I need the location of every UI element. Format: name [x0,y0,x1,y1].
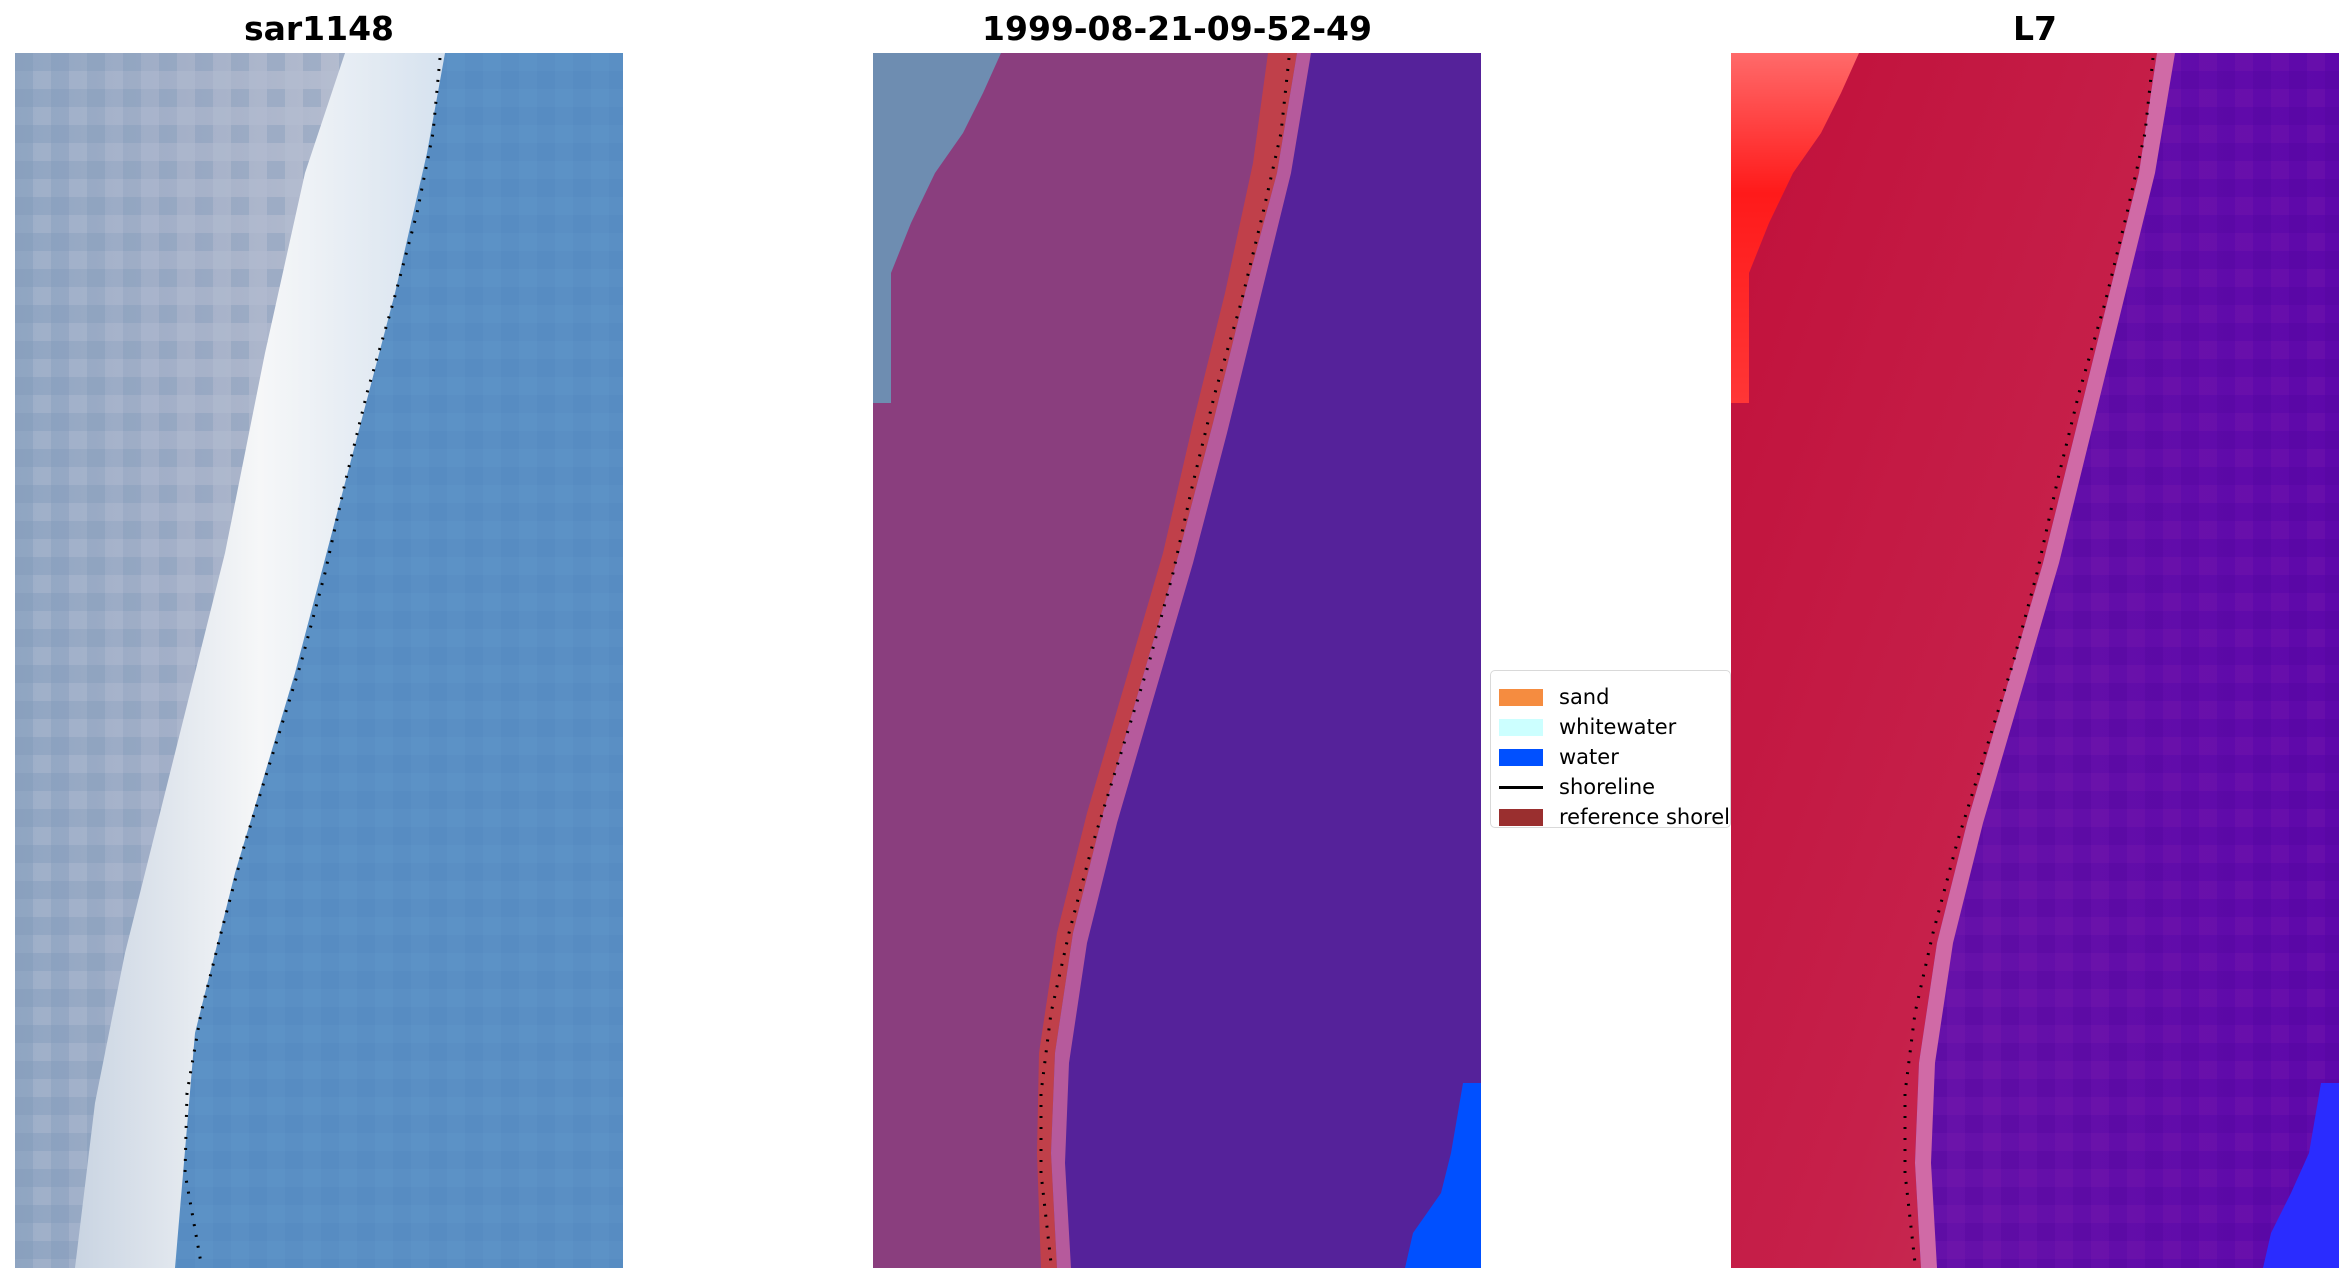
legend: sand whitewater water shoreline referenc… [1490,670,1731,828]
legend-label: whitewater [1559,715,1677,739]
mndwi-image-panel [1731,53,2339,1268]
classified-reference-band [1037,53,1297,1268]
shoreline-dots [1039,57,1291,1264]
classified-land-area [873,53,1297,1268]
legend-item-water: water [1499,744,1619,770]
classified-water-corner [1405,1083,1481,1268]
legend-item-reference-shoreline: reference shoreline [1499,804,1730,828]
legend-item-sand: sand [1499,684,1609,710]
whitewater-swatch [1499,718,1543,736]
sand-swatch [1499,688,1543,706]
classified-edge-band [1051,53,1311,1268]
legend-label: shoreline [1559,775,1656,799]
legend-label: reference shoreline [1559,805,1730,828]
classified-image-panel [873,53,1481,1268]
panel-title-mndwi: L7 [2013,9,2057,48]
classified-grey-corner [873,53,1001,403]
mndwi-land-area [1731,53,2157,1268]
rgb-image [15,53,623,1268]
panel-title-classified: 1999-08-21-09-52-49 [982,9,1372,48]
mndwi-image [1731,53,2339,1268]
mndwi-edge-band [1915,53,2175,1268]
rgb-image-panel [15,53,623,1268]
mndwi-blue-corner [2263,1083,2339,1268]
reference-shoreline-swatch [1499,808,1543,826]
classified-image [873,53,1481,1268]
legend-item-shoreline: shoreline [1499,774,1655,800]
shoreline-dots [1903,57,2155,1264]
legend-label: water [1559,745,1619,769]
water-swatch [1499,748,1543,766]
shoreline-dots [183,57,442,1264]
mndwi-red-corner [1731,53,1859,403]
panel-title-rgb: sar1148 [243,9,395,48]
shoreline-line-swatch [1499,785,1543,789]
legend-label: sand [1559,685,1610,709]
rgb-whitewater-band [75,53,445,1268]
legend-item-whitewater: whitewater [1499,714,1676,740]
